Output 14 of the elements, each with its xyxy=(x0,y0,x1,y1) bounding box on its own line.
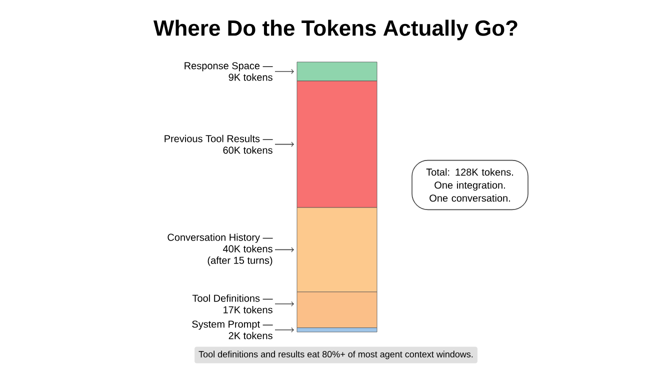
text: Conversation History — xyxy=(168,234,273,243)
data-label: 9K tokens xyxy=(228,73,272,81)
data-label: 40K tokens xyxy=(223,245,272,252)
data-label: 60K tokens xyxy=(223,146,272,154)
data-label: 17K tokens xyxy=(224,306,272,314)
legend-label: Previous Tool Results — xyxy=(164,134,273,142)
legend-label: System Prompt — xyxy=(192,320,273,330)
legend-label: Response Space — xyxy=(184,62,273,72)
chart-title: Where Do the Tokens Actually Go? xyxy=(153,20,518,40)
text: Total: 128K tokens. One integration. One conversation. xyxy=(426,168,513,202)
data-label: 2K tokens xyxy=(228,332,272,340)
text: Tool definitions and results eat 80%+ of most agent context windows. xyxy=(198,350,473,360)
text: (after 15 turns) xyxy=(208,256,272,266)
legend-label: Tool Definitions — xyxy=(192,294,273,302)
